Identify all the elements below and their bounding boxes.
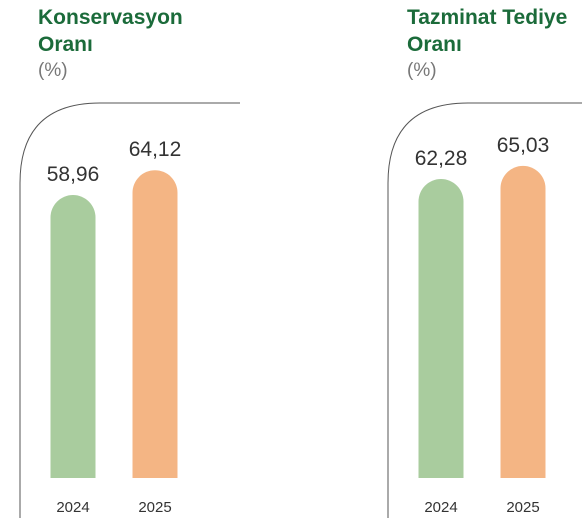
- bar: [418, 179, 464, 478]
- chart-subtitle: (%): [407, 60, 437, 81]
- data-label: 58,96: [47, 163, 100, 186]
- chart-subtitle: (%): [38, 60, 68, 81]
- frame: [19, 102, 240, 518]
- chart-title: Tazminat Tediye Oranı: [407, 6, 568, 56]
- bar: [500, 165, 546, 478]
- x-tick-label: 2025: [138, 499, 171, 516]
- bar: [132, 170, 178, 479]
- x-tick-label: 2024: [424, 499, 457, 516]
- data-label: 64,12: [129, 138, 182, 161]
- x-tick-label: 2024: [56, 499, 89, 516]
- bar: [50, 195, 96, 478]
- data-label: 62,28: [415, 147, 468, 170]
- chart-title: Konservasyon Oranı: [38, 6, 183, 56]
- x-tick-label: 2025: [506, 499, 539, 516]
- data-label: 65,03: [497, 134, 550, 157]
- frame: [387, 102, 582, 518]
